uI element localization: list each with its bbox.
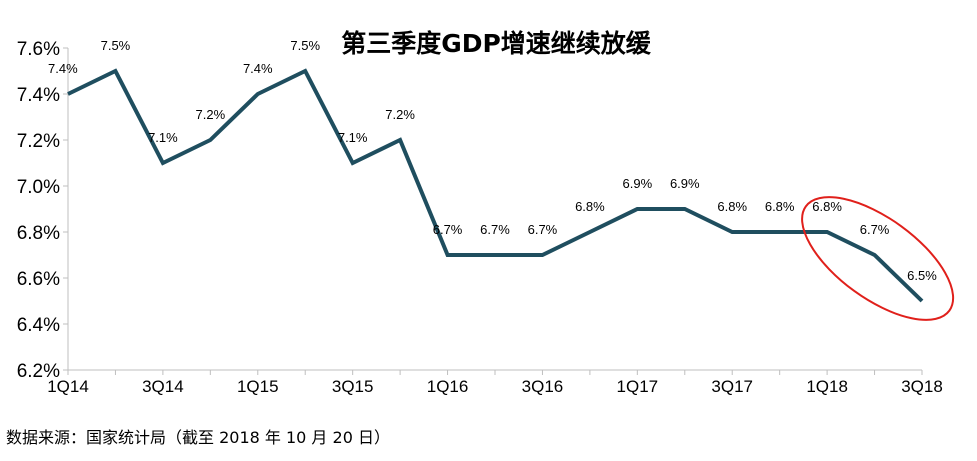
data-label: 6.7%	[433, 222, 463, 237]
data-label: 6.8%	[575, 199, 605, 214]
x-tick-label: 3Q15	[332, 377, 374, 396]
data-label: 7.4%	[48, 61, 78, 76]
series-line-group	[67, 68, 924, 303]
highlight-group	[801, 196, 955, 321]
data-label: 6.8%	[812, 199, 842, 214]
data-label: 7.5%	[290, 38, 320, 53]
y-tick-label: 6.6%	[17, 269, 60, 290]
data-label: 7.2%	[385, 107, 415, 122]
data-label: 6.9%	[670, 176, 700, 191]
data-label: 7.1%	[338, 130, 368, 145]
data-label: 6.5%	[907, 268, 937, 283]
highlight-ellipse	[801, 196, 955, 321]
y-axis: 6.2% 6.4% 6.6% 6.8% 7.0% 7.2% 7.4% 7.6%	[17, 39, 69, 382]
data-label: 6.9%	[623, 176, 653, 191]
data-label: 6.7%	[528, 222, 558, 237]
data-label: 6.8%	[765, 199, 795, 214]
data-label: 6.7%	[480, 222, 510, 237]
y-tick-label: 7.4%	[17, 85, 60, 106]
x-tick-label: 3Q16	[522, 377, 564, 396]
data-label: 7.2%	[196, 107, 226, 122]
data-label: 6.8%	[717, 199, 747, 214]
y-tick-label: 7.0%	[17, 177, 60, 198]
data-label: 7.5%	[101, 38, 131, 53]
y-tick-label: 6.2%	[17, 361, 60, 382]
x-tick-label: 1Q18	[806, 377, 848, 396]
y-tick-label: 6.4%	[17, 315, 60, 336]
chart-title: 第三季度GDP增速继续放缓	[341, 29, 652, 58]
x-tick-label: 1Q16	[427, 377, 469, 396]
x-tick-label: 3Q17	[711, 377, 753, 396]
y-tick-label: 6.8%	[17, 223, 60, 244]
x-tick-label: 1Q17	[617, 377, 659, 396]
x-tick-label: 3Q14	[142, 377, 184, 396]
x-tick-label: 3Q18	[901, 377, 943, 396]
x-tick-label: 1Q15	[237, 377, 279, 396]
source-note: 数据来源：国家统计局（截至 2018 年 10 月 20 日）	[6, 428, 390, 447]
data-label: 7.4%	[243, 61, 273, 76]
x-tick-label: 1Q14	[47, 377, 89, 396]
data-label: 6.7%	[860, 222, 890, 237]
y-tick-label: 7.6%	[17, 39, 60, 60]
series-line	[67, 68, 924, 303]
data-label-group: 7.4% 7.5% 7.1% 7.2% 7.4% 7.5% 7.1% 7.2% 6.7% 6.7%…	[48, 38, 937, 283]
y-tick-label: 7.2%	[17, 131, 60, 152]
x-axis: 1Q14 3Q14 1Q15 3Q15 1Q16 3Q16 1Q17 3Q17 1Q18 3Q18	[47, 369, 943, 396]
data-label: 7.1%	[148, 130, 178, 145]
